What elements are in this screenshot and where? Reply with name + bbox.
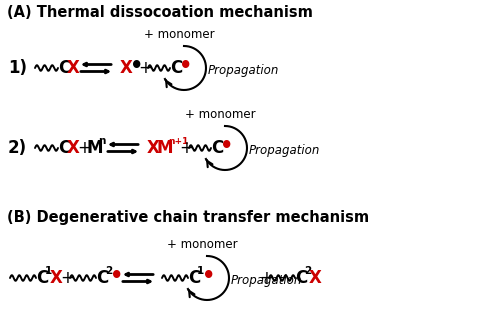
Text: + monomer: + monomer [144,28,214,41]
Text: +: + [259,269,273,287]
Text: 1: 1 [197,266,204,276]
Text: C: C [170,59,182,77]
Text: C: C [295,269,307,287]
Text: +: + [138,59,152,77]
Text: C: C [211,139,223,157]
Text: Propagation: Propagation [208,64,280,77]
Text: 2: 2 [304,266,311,276]
Text: •: • [130,56,143,76]
Text: 1: 1 [45,266,52,276]
Text: C: C [36,269,48,287]
Text: •: • [202,266,215,286]
Text: Propagation: Propagation [231,274,302,287]
Text: M: M [157,139,174,157]
Text: X: X [120,59,133,77]
Text: n+1: n+1 [168,136,188,146]
Text: X: X [67,59,80,77]
Text: X: X [147,139,160,157]
Text: 1): 1) [8,59,27,77]
Text: •: • [179,56,192,76]
Text: C: C [58,139,70,157]
Text: M: M [86,139,102,157]
Text: 2: 2 [105,266,112,276]
Text: X: X [309,269,322,287]
Text: C: C [188,269,200,287]
Text: •: • [220,136,234,156]
Text: X: X [50,269,63,287]
Text: +: + [60,269,74,287]
Text: +: + [179,139,193,157]
Text: (A) Thermal dissocoation mechanism: (A) Thermal dissocoation mechanism [7,5,313,20]
Text: + monomer: + monomer [184,108,256,121]
Text: C: C [58,59,70,77]
Text: +: + [77,139,91,157]
Text: 2): 2) [8,139,27,157]
Text: •: • [110,266,124,286]
Text: + monomer: + monomer [166,238,238,251]
Text: n: n [98,136,106,146]
Text: (B) Degenerative chain transfer mechanism: (B) Degenerative chain transfer mechanis… [7,210,369,225]
Text: C: C [96,269,108,287]
Text: Propagation: Propagation [249,144,320,157]
Text: X: X [67,139,80,157]
